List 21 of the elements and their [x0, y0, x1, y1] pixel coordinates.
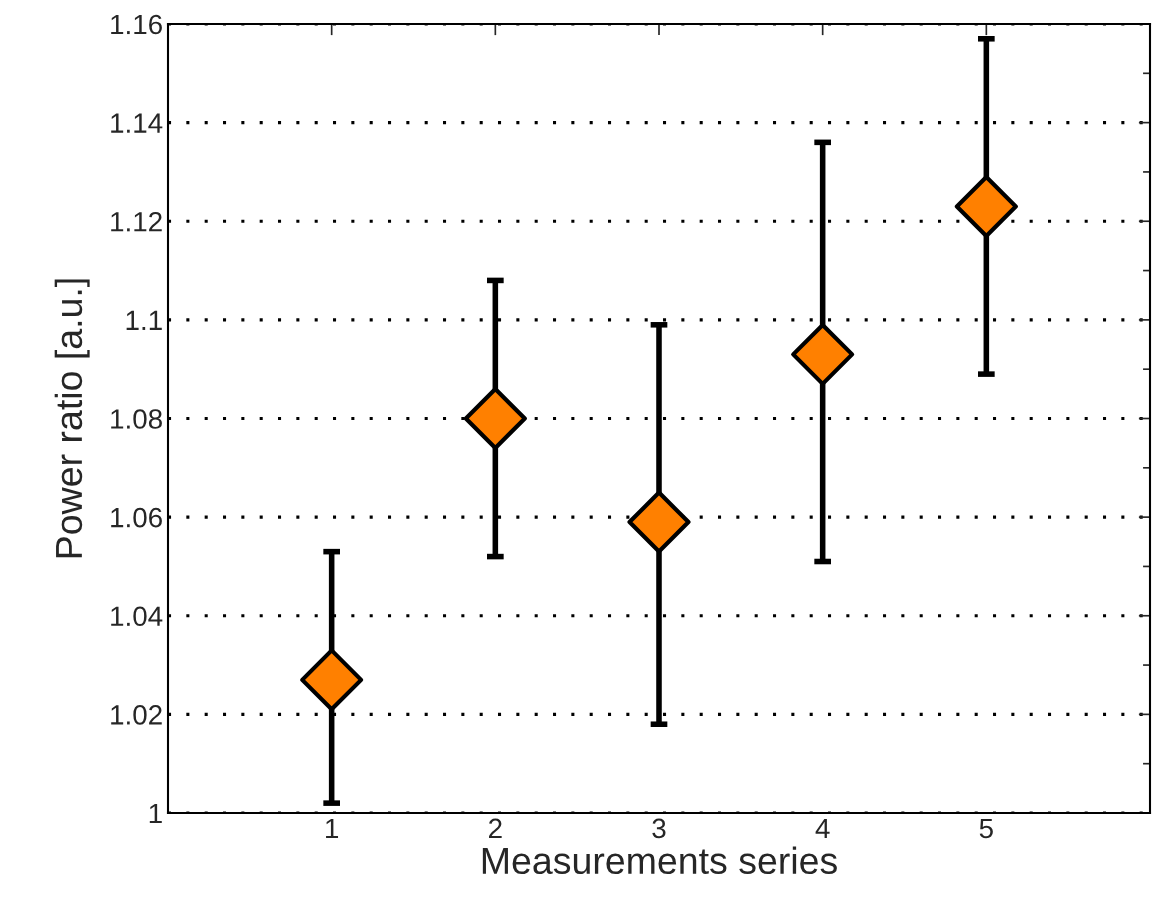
x-tick-label: 4: [815, 818, 830, 838]
y-tick-label: 1.08: [111, 409, 162, 429]
point: [627, 490, 691, 554]
point: [791, 322, 855, 386]
x-tick-label: 3: [652, 818, 666, 839]
x-tick-label: 5: [979, 818, 993, 839]
point: [463, 386, 527, 451]
x-tick-label: 2: [489, 818, 502, 838]
y-tick-label: 1.1: [126, 310, 162, 330]
y-tick-label: 1.14: [111, 113, 163, 133]
x-axis-title: Measurements series: [482, 846, 837, 875]
y-axis-title: Power ratio [a.u.]: [54, 279, 90, 558]
point: [954, 174, 1018, 239]
y-tick-label: 1.06: [111, 507, 162, 528]
y-tick-label: 1.12: [111, 211, 162, 232]
x-tick-label: 1: [326, 818, 339, 838]
y-tick-label: 1.02: [111, 705, 162, 725]
y-tick-label: 1: [149, 803, 162, 824]
y-tick-label: 1.04: [111, 606, 163, 627]
y-tick-label: 1.16: [111, 14, 162, 35]
point: [300, 648, 364, 712]
